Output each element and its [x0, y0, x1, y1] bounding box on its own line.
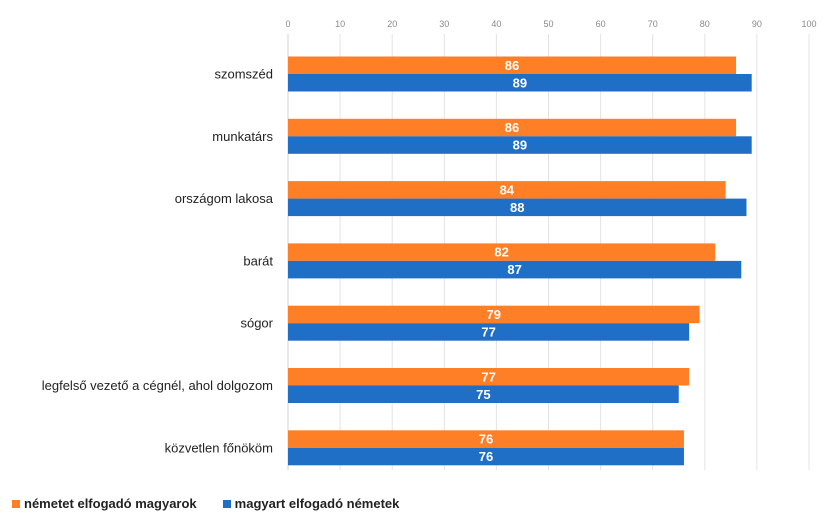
data-label-series-2-cat-2: 89 — [513, 138, 527, 153]
data-label-series-1-cat-2: 86 — [505, 120, 519, 135]
bar-series-2-cat-4 — [288, 260, 742, 279]
x-tick-label-80: 80 — [700, 19, 710, 29]
category-label-7: közvetlen főnököm — [165, 440, 273, 455]
data-label-series-1-cat-4: 82 — [494, 245, 508, 260]
x-tick-label-30: 30 — [439, 19, 449, 29]
x-tick-label-60: 60 — [596, 19, 606, 29]
legend-label-series-2: magyart elfogadó németek — [234, 496, 400, 511]
data-label-series-2-cat-6: 75 — [476, 387, 490, 402]
data-label-series-2-cat-4: 87 — [507, 262, 521, 277]
x-tick-label-10: 10 — [335, 19, 345, 29]
bar-series-1-cat-3 — [288, 181, 726, 199]
x-tick-label-0: 0 — [285, 19, 290, 29]
legend-swatch-series-2 — [222, 499, 231, 508]
legend-label-series-1: németet elfogadó magyarok — [24, 496, 197, 511]
data-label-series-1-cat-7: 76 — [479, 432, 493, 447]
bar-series-1-cat-5 — [288, 305, 700, 324]
data-label-series-1-cat-6: 77 — [481, 369, 495, 384]
data-label-series-1-cat-3: 84 — [500, 182, 515, 197]
bars — [288, 56, 752, 466]
category-label-3: országom lakosa — [175, 191, 274, 206]
bar-series-1-cat-4 — [288, 243, 716, 261]
category-label-2: munkatárs — [212, 129, 273, 144]
data-label-series-2-cat-3: 88 — [510, 200, 524, 215]
data-label-series-2-cat-5: 77 — [481, 324, 495, 339]
x-tick-label-40: 40 — [491, 19, 501, 29]
data-label-series-2-cat-7: 76 — [479, 449, 493, 464]
bar-series-2-cat-3 — [288, 198, 747, 217]
data-label-series-1-cat-1: 86 — [505, 58, 519, 73]
x-tick-label-90: 90 — [752, 19, 762, 29]
bar-chart: 0 10 20 30 40 50 60 70 80 90 100 szomszéd munkatárs… — [42, 19, 817, 470]
bar-series-2-cat-7 — [288, 447, 684, 466]
bar-series-1-cat-2 — [288, 118, 737, 137]
x-tick-label-20: 20 — [387, 19, 397, 29]
bar-series-1-cat-7 — [288, 430, 684, 448]
legend-swatch-series-1 — [12, 499, 20, 508]
category-label-5: sógor — [240, 316, 273, 331]
x-tick-label-100: 100 — [801, 19, 816, 29]
bar-series-2-cat-5 — [288, 323, 690, 341]
bar-series-2-cat-1 — [288, 74, 752, 92]
category-label-6: legfelső vezető a cégnél, ahol dolgozom — [42, 378, 273, 393]
x-tick-label-50: 50 — [543, 19, 553, 29]
data-label-series-1-cat-5: 79 — [487, 307, 501, 322]
legend-item-series-2: magyart elfogadó németek — [222, 496, 400, 511]
x-axis-ticks: 0 10 20 30 40 50 60 70 80 90 100 — [285, 19, 816, 29]
data-label-series-2-cat-1: 89 — [513, 75, 527, 90]
data-labels: 86 89 86 89 84 88 82 87 79 77 77 75 76 76 — [476, 58, 527, 464]
category-labels: szomszéd munkatárs országom lakosa barát sóg… — [42, 67, 274, 456]
category-label-4: barát — [243, 253, 273, 268]
bar-series-1-cat-1 — [288, 56, 737, 74]
category-label-1: szomszéd — [214, 67, 273, 82]
legend: németet elfogadó magyarok magyart elfoga… — [12, 496, 399, 511]
bar-series-2-cat-2 — [288, 136, 752, 154]
bar-series-1-cat-6 — [288, 368, 690, 386]
legend-item-series-1: németet elfogadó magyarok — [12, 496, 197, 511]
bar-series-2-cat-6 — [288, 385, 679, 403]
x-tick-label-70: 70 — [648, 19, 658, 29]
